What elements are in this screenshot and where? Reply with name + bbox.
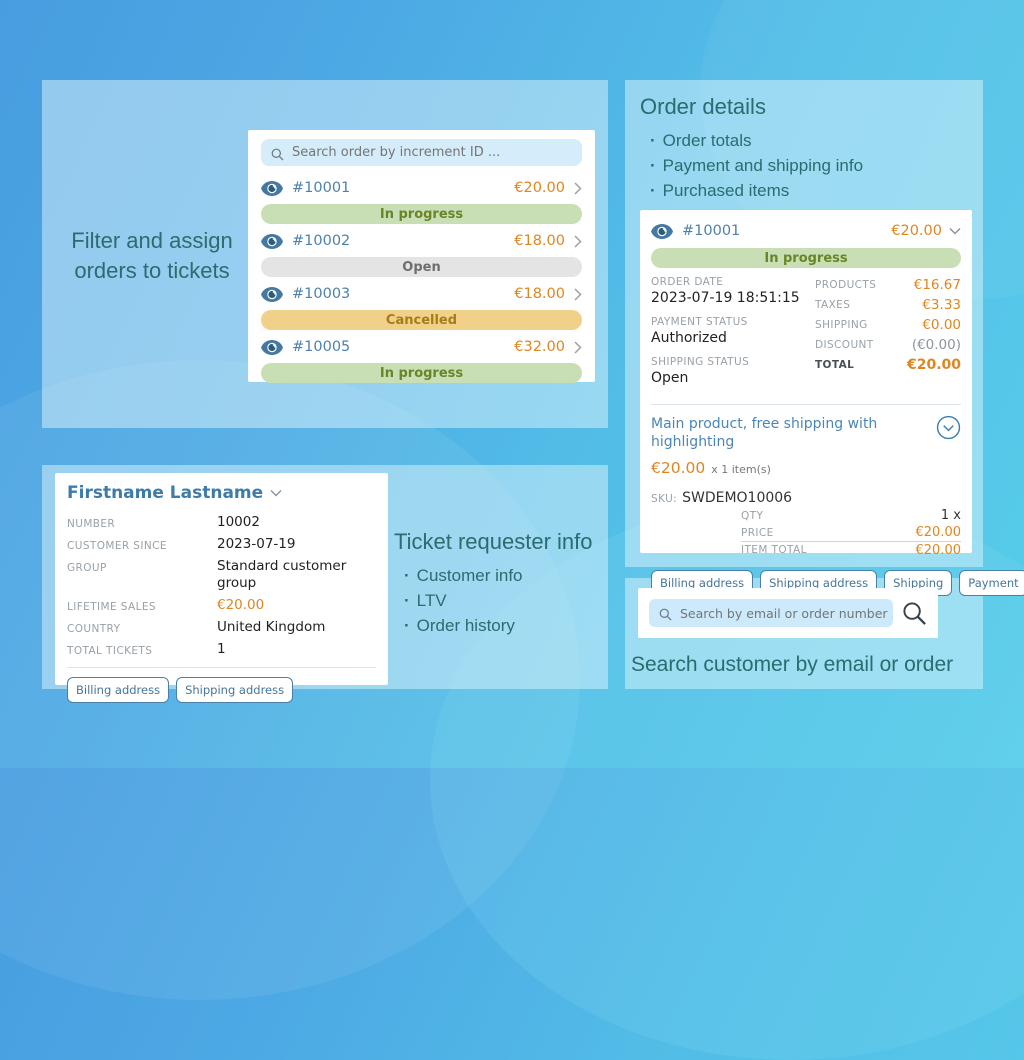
field-label: TOTAL TICKETS: [67, 645, 153, 657]
order-details-card: #10001 €20.00 In progress ORDER DATE 202…: [640, 210, 1024, 596]
divider: [651, 404, 961, 405]
customer-search-card: [638, 588, 938, 638]
customer-search-input[interactable]: [649, 599, 893, 627]
order-info-fields: ORDER DATE 2023-07-19 18:51:15 PAYMENT S…: [651, 275, 811, 395]
eye-icon: [261, 233, 283, 249]
chevron-right-icon: [574, 234, 582, 248]
chevron-right-icon: [574, 181, 582, 195]
order-total: €20.00: [514, 180, 565, 196]
order-totals: PRODUCTS €16.67 TAXES €3.33 SHIPPING €0.…: [811, 275, 961, 395]
field-value-lifetime-sales: €20.00: [217, 597, 265, 613]
caption-order-details-list: Order totals Payment and shipping info P…: [650, 128, 970, 203]
order-number: #10002: [292, 233, 351, 249]
total-row-taxes: TAXES €3.33: [815, 296, 961, 313]
order-status-badge: Open: [261, 257, 582, 277]
customer-card: Firstname Lastname NUMBER 10002 CUSTOMER…: [55, 473, 388, 703]
order-total: €20.00: [891, 223, 942, 239]
order-number: #10001: [292, 180, 351, 196]
order-total: €32.00: [514, 339, 565, 355]
caption-bullet: LTV: [404, 588, 609, 613]
field-value: United Kingdom: [217, 619, 326, 635]
field-label: COUNTRY: [67, 623, 121, 635]
eye-icon: [651, 223, 673, 239]
caption-bullet: Order totals: [650, 128, 970, 153]
caption-requester-info: Ticket requester info Customer info LTV …: [394, 528, 609, 638]
product-name: Main product, free shipping with highlig…: [651, 416, 878, 450]
order-row[interactable]: #10002 €18.00: [261, 229, 582, 253]
eye-icon: [261, 286, 283, 302]
eye-icon: [261, 180, 283, 196]
chevron-down-icon[interactable]: [270, 489, 282, 497]
order-search-input[interactable]: [261, 139, 582, 166]
caption-bullet: Order history: [404, 613, 609, 638]
order-total: €18.00: [514, 286, 565, 302]
field-shipping-status: SHIPPING STATUS Open: [651, 356, 750, 386]
order-status-badge: Cancelled: [261, 310, 582, 330]
field-order-date: ORDER DATE 2023-07-19 18:51:15: [651, 276, 800, 306]
billing-address-button[interactable]: Billing address: [67, 677, 170, 703]
field-label: GROUP: [67, 562, 107, 574]
row-qty: QTY 1 x: [741, 508, 961, 523]
caption-requester-list: Customer info LTV Order history: [404, 563, 609, 638]
caption-order-details: Order details Order totals Payment and s…: [640, 93, 970, 203]
row-price: PRICE €20.00: [741, 525, 961, 540]
customer-fields: NUMBER 10002 CUSTOMER SINCE 2023-07-19 G…: [67, 514, 376, 658]
caption-bullet: Purchased items: [650, 178, 970, 203]
sku-value: SWDEMO10006: [682, 490, 793, 506]
field-value: 10002: [217, 514, 260, 530]
caption-bullet: Customer info: [404, 563, 609, 588]
field-value: Standard customer group: [217, 558, 347, 591]
expand-product-icon[interactable]: [936, 415, 961, 440]
orders-list: #10001 €20.00 In progress #10002 €18.00 …: [261, 176, 582, 383]
order-row[interactable]: #10003 €18.00: [261, 282, 582, 306]
product-qty-note: x 1 item(s): [711, 463, 771, 476]
order-total: €18.00: [514, 233, 565, 249]
order-row[interactable]: #10001 €20.00: [261, 176, 582, 200]
customer-header[interactable]: Firstname Lastname: [67, 481, 376, 505]
product-price-table: QTY 1 x PRICE €20.00 ITEM TOTAL €20.00: [741, 507, 961, 558]
total-row-products: PRODUCTS €16.67: [815, 276, 961, 293]
order-number: #10001: [682, 223, 741, 239]
order-search-field: [261, 139, 582, 166]
payment-button[interactable]: Payment: [959, 570, 1024, 596]
total-row-grand-total: TOTAL €20.00: [815, 356, 961, 373]
customer-search-field: [649, 599, 893, 627]
field-label: NUMBER: [67, 518, 116, 530]
orders-list-card: #10001 €20.00 In progress #10002 €18.00 …: [248, 130, 595, 383]
order-number: #10003: [292, 286, 351, 302]
field-value: 1: [217, 641, 226, 657]
order-details-header[interactable]: #10001 €20.00: [651, 219, 961, 243]
divider: [67, 667, 376, 668]
order-status-badge: In progress: [261, 363, 582, 383]
order-status-badge: In progress: [651, 248, 961, 268]
field-label: LIFETIME SALES: [67, 601, 156, 613]
order-status-badge: In progress: [261, 204, 582, 224]
caption-customer-search: Search customer by email or order: [631, 653, 954, 676]
product-price: €20.00: [651, 459, 706, 477]
caption-requester-title: Ticket requester info: [394, 529, 593, 554]
chevron-down-icon[interactable]: [949, 227, 961, 235]
caption-filter-orders: Filter and assign orders to tickets: [71, 228, 233, 283]
order-number: #10005: [292, 339, 351, 355]
total-row-shipping: SHIPPING €0.00: [815, 316, 961, 333]
field-label: CUSTOMER SINCE: [67, 540, 167, 552]
customer-name: Firstname Lastname: [67, 483, 264, 503]
search-submit-icon[interactable]: [902, 601, 927, 626]
sku-label: SKU:: [651, 493, 678, 505]
order-row[interactable]: #10005 €32.00: [261, 335, 582, 359]
caption-order-details-title: Order details: [640, 94, 766, 119]
caption-bullet: Payment and shipping info: [650, 153, 970, 178]
field-payment-status: PAYMENT STATUS Authorized: [651, 316, 748, 346]
row-item-total: ITEM TOTAL €20.00: [741, 541, 961, 558]
chevron-right-icon: [574, 287, 582, 301]
total-row-discount: DISCOUNT (€0.00): [815, 336, 961, 353]
field-value: 2023-07-19: [217, 536, 296, 552]
shipping-address-button[interactable]: Shipping address: [176, 677, 294, 703]
chevron-right-icon: [574, 340, 582, 354]
eye-icon: [261, 339, 283, 355]
